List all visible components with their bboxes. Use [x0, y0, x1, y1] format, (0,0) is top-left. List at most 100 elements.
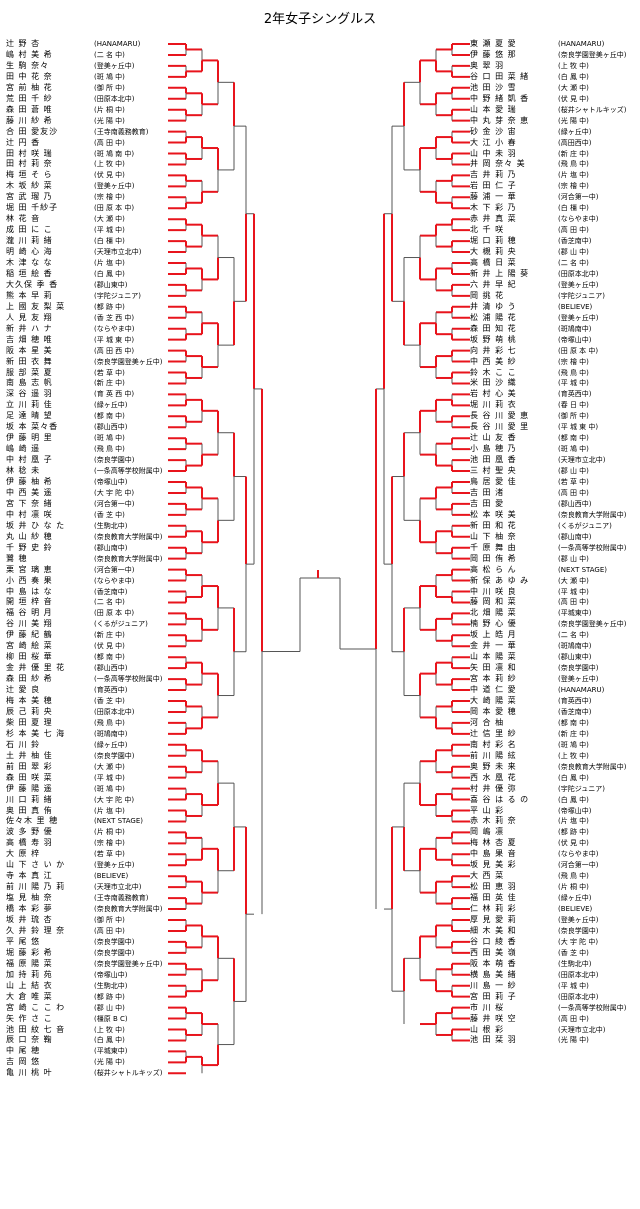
- left-player-team: (新 庄 中): [94, 631, 125, 640]
- right-player-name: 六 井 早 紀: [470, 279, 517, 289]
- left-player-name: 吉 岡 悠: [6, 1057, 41, 1067]
- right-player-name: 三 村 聖 央: [470, 466, 517, 476]
- right-player-team: (二 名 中): [558, 259, 589, 267]
- left-player-name: 木 津 な な: [6, 258, 53, 267]
- left-player-name: 柴 田 夏 理: [6, 717, 53, 727]
- left-player-team: (王寺南義務教育): [94, 894, 149, 903]
- right-player-name: 大 崎 陽 菜: [470, 696, 517, 705]
- right-player-team: (奈良学園登美ヶ丘中): [558, 50, 627, 59]
- left-player-team: (登美ヶ丘中): [94, 861, 135, 870]
- left-player-team: (一条高等学校附属中): [94, 675, 163, 684]
- left-player-name: 堀 田 千紗子: [6, 203, 59, 213]
- left-player-team: (BELIEVE): [94, 872, 129, 881]
- right-player-team: (BELIEVE): [558, 302, 593, 311]
- right-player-name: 細 木 美 和: [470, 925, 517, 935]
- right-player-name: 西 田 美 嶺: [470, 947, 517, 957]
- left-player-name: 土 井 柚 佳: [6, 750, 53, 760]
- left-player-team: (斑 鳩 南 中): [94, 149, 135, 158]
- right-player-name: 中 西 美 紗: [470, 356, 517, 366]
- left-player-team: (生駒北中): [94, 521, 128, 530]
- right-player-team: (郡 山 中): [558, 467, 589, 476]
- left-player-name: 佐々木 里 穂: [6, 816, 59, 826]
- right-player-name: 横 島 美 緒: [470, 969, 517, 979]
- right-player-team: (斑鳩南中): [558, 642, 592, 651]
- right-player-team: (若 草 中): [558, 478, 589, 486]
- left-player-team: (緑ヶ丘中): [94, 401, 128, 410]
- right-player-team: (高 田 中): [558, 488, 589, 497]
- left-player-team: (斑鳩南中): [94, 729, 128, 738]
- right-player-team: (白 鳳 中): [558, 795, 589, 804]
- left-player-name: 伊 藤 陽 遥: [6, 783, 53, 793]
- right-player-team: (郡山南中): [558, 532, 592, 541]
- right-player-name: 岡 田 侑 希: [470, 553, 517, 563]
- left-player-name: 辻 愛 良: [6, 685, 41, 695]
- right-player-name: 梅 林 杏 夏: [470, 838, 517, 848]
- left-player-team: (郡山東中): [94, 280, 128, 289]
- left-player-name: 深 谷 遥 羽: [6, 389, 53, 399]
- left-player-name: 福 谷 明 月: [6, 608, 53, 618]
- right-player-team: (奈良学園中): [558, 664, 599, 673]
- left-player-name: 久 井 鈴 理 奈: [6, 925, 66, 935]
- right-player-name: 向 井 彩 七: [470, 345, 517, 355]
- right-player-name: 坂 野 萌 桃: [470, 334, 517, 344]
- right-player-team: (都 跡 中): [558, 828, 589, 837]
- right-player-name: 平 山 彩: [470, 805, 505, 815]
- left-player-team: (都 跡 中): [94, 302, 125, 311]
- right-player-team: (田原本北中): [558, 269, 599, 278]
- right-player-team: (光 陽 中): [558, 1036, 589, 1045]
- left-player-name: 瀧 川 莉 緒: [6, 236, 53, 246]
- right-player-name: 新 保 あ ゆ み: [470, 575, 530, 585]
- right-player-name: 松 田 恵 羽: [470, 882, 517, 892]
- right-player-team: (NEXT STAGE): [558, 565, 607, 574]
- left-player-name: 橋 本 彩 夢: [6, 904, 53, 914]
- right-player-name: 赤 井 真 菜: [470, 214, 517, 224]
- right-player-name: 山 根 彩: [470, 1024, 505, 1034]
- right-player-team: (桜井シャトルキッズ): [558, 105, 627, 114]
- left-player-team: (都 跡 中): [94, 992, 125, 1001]
- left-player-team: (河合第一中): [94, 565, 135, 574]
- left-player-team: (斑 鳩 中): [94, 72, 125, 81]
- left-player-team: (白 鳳 中): [94, 1036, 125, 1045]
- right-player-team: (郡山東中): [558, 653, 592, 662]
- right-player-team: (白 鳳 中): [558, 72, 589, 81]
- right-player-team: (天理市立北中): [558, 1025, 606, 1034]
- left-player-team: (片 桐 中): [94, 828, 125, 837]
- right-player-name: 山 下 柚 奈: [470, 531, 517, 541]
- right-player-team: (斑鳩南中): [558, 324, 592, 333]
- left-player-team: (育英西中): [94, 686, 128, 695]
- left-player-name: 宮 崎 絵 菜: [6, 641, 53, 651]
- right-player-name: 岡 挑 花: [470, 290, 505, 300]
- left-player-name: 石 川 鈴: [6, 739, 41, 749]
- right-player-name: 米 田 沙 織: [470, 378, 517, 388]
- left-player-name: 成 田 に こ: [6, 225, 53, 235]
- left-player-team: (郡山西中): [94, 664, 128, 673]
- left-player-name: 吉 畑 穂 唯: [6, 334, 53, 344]
- right-player-name: 岩 田 仁 子: [470, 181, 517, 191]
- left-player-name: 伊 藤 柚 希: [6, 477, 53, 486]
- left-player-name: 坂 本 菜々香: [6, 422, 59, 432]
- left-player-name: 宮 前 柚 花: [6, 82, 53, 92]
- right-player-name: 中 島 果 音: [470, 849, 517, 859]
- right-player-name: 大 江 小 春: [470, 137, 517, 147]
- right-player-name: 山 中 未 羽: [470, 148, 517, 158]
- right-player-team: (香 芝 中): [558, 948, 589, 957]
- left-player-team: (大 宇 陀 中): [94, 488, 135, 497]
- left-player-team: (高 田 中): [94, 926, 125, 935]
- left-player-team: (育 英 西 中): [94, 390, 135, 399]
- left-player-team: (ならやま中): [94, 576, 135, 585]
- left-player-team: (新 庄 中): [94, 379, 125, 388]
- right-player-name: 宮 本 莉 紗: [470, 674, 517, 684]
- left-player-team: (田 原 本 中): [94, 609, 135, 618]
- left-player-team: (奈良教育大学附属中): [94, 554, 163, 563]
- left-player-name: 塩 見 柚 奈: [6, 893, 53, 903]
- right-player-name: 鈴 木 こ こ: [470, 367, 517, 377]
- left-player-name: 杉 本 美 七 海: [6, 728, 66, 738]
- right-player-name: 池 田 凰 香: [470, 455, 517, 465]
- right-player-name: 前 川 陽 絃: [470, 750, 517, 760]
- left-player-name: 鷺 穂: [6, 553, 28, 563]
- left-player-name: 辰 己 莉 央: [6, 706, 53, 716]
- left-player-team: (田原本北中): [94, 707, 135, 716]
- left-player-name: 小 西 奏 果: [6, 575, 53, 585]
- right-player-team: (宗 檜 中): [558, 182, 589, 191]
- right-player-name: 池 田 栞 羽: [470, 1035, 517, 1045]
